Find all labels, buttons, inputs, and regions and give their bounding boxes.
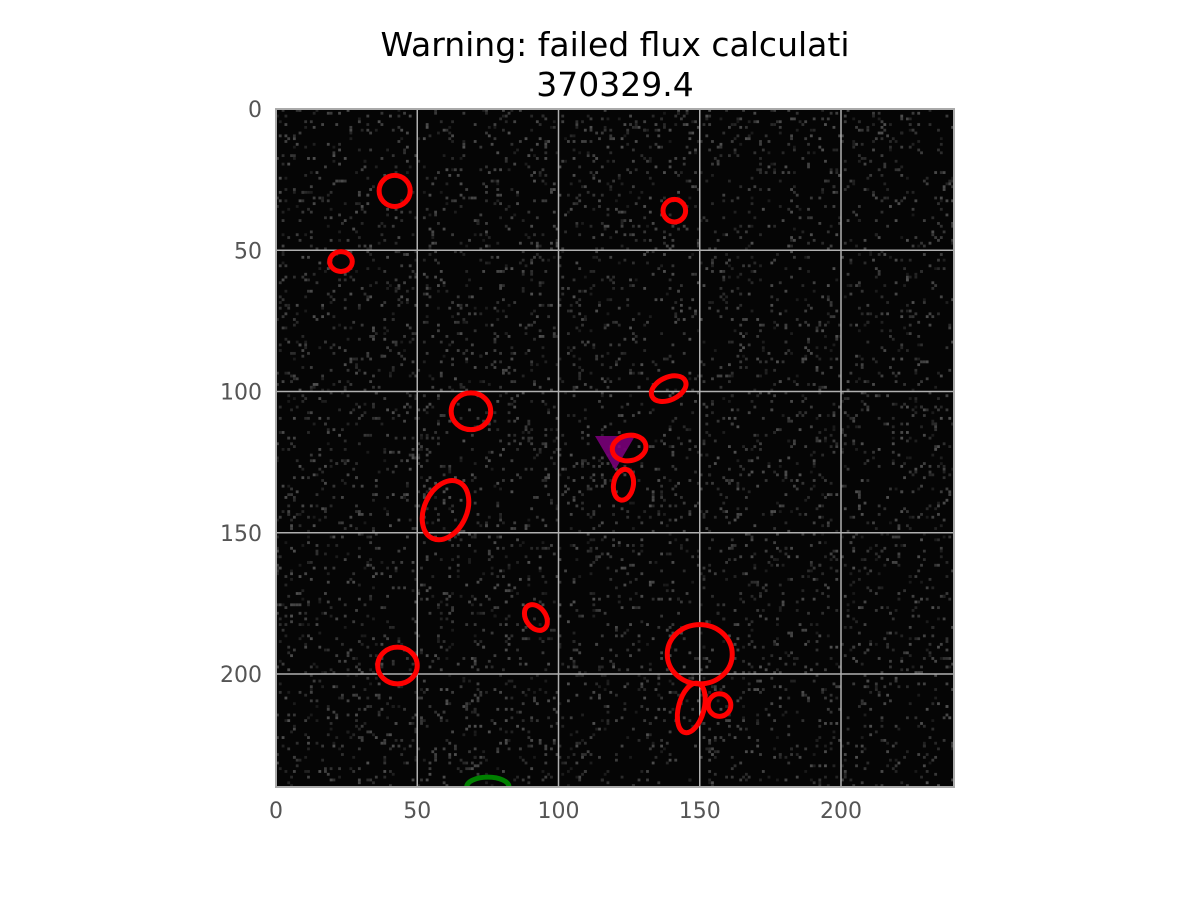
y-tick-label: 200 — [220, 663, 262, 688]
detection-ellipse — [610, 466, 637, 503]
detection-ellipse — [521, 602, 550, 633]
detection-ellipse — [674, 680, 708, 736]
detection-ellipse — [705, 691, 734, 719]
x-tick-label: 150 — [679, 799, 721, 824]
markers — [327, 172, 735, 787]
plot-frame — [275, 108, 955, 788]
grid — [276, 109, 954, 787]
detection-ellipse — [609, 432, 649, 464]
plot-area — [275, 108, 955, 788]
detection-ellipse — [375, 644, 420, 687]
detection-ellipse — [660, 196, 689, 225]
detection-ellipse — [327, 249, 355, 274]
chart-title-line2: 370329.4 — [536, 65, 693, 104]
y-tick-label: 150 — [220, 522, 262, 547]
x-tick-label: 200 — [820, 799, 862, 824]
x-axis-ticks: 0 50 100 150 200 — [269, 799, 862, 824]
chart-title-line1: Warning: failed flux calculati — [380, 25, 849, 64]
detection-ellipse — [376, 172, 413, 209]
detection-ellipse — [419, 478, 472, 543]
detection-ellipse — [648, 373, 689, 405]
y-axis-ticks: 0 50 100 150 200 — [220, 98, 262, 688]
y-tick-label: 50 — [234, 239, 262, 264]
y-tick-label: 0 — [248, 98, 262, 123]
x-tick-label: 0 — [269, 799, 283, 824]
x-tick-label: 50 — [403, 799, 431, 824]
detection-ellipse — [448, 390, 494, 433]
x-tick-label: 100 — [538, 799, 580, 824]
y-tick-label: 100 — [220, 381, 262, 406]
